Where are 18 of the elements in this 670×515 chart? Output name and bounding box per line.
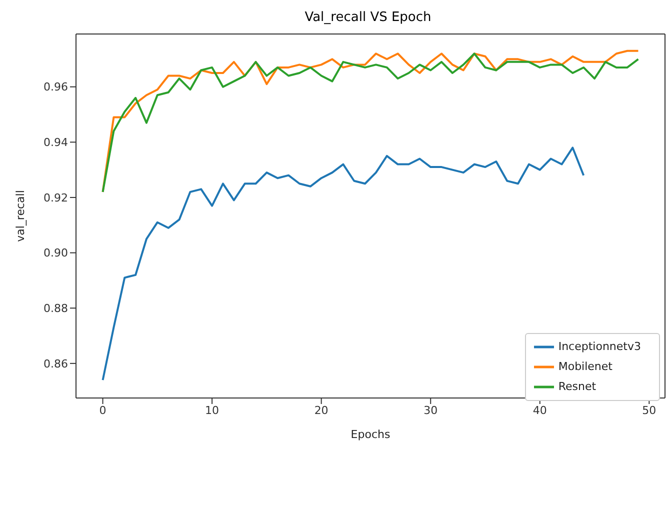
x-tick-label: 30 <box>424 404 438 417</box>
y-tick-label: 0.92 <box>44 191 68 204</box>
x-tick-label: 40 <box>532 404 547 417</box>
y-tick-label: 0.88 <box>44 302 68 316</box>
y-tick-label: 0.90 <box>44 246 68 260</box>
x-tick-label: 50 <box>642 404 656 417</box>
x-tick-label: 20 <box>314 404 328 417</box>
y-tick-label: 0.96 <box>44 80 68 94</box>
chart-title: Val_recall VS Epoch <box>304 10 432 25</box>
x-axis-title: Epochs <box>350 428 390 441</box>
x-tick-label: 0 <box>99 404 106 417</box>
legend-label: Inceptionnetv3 <box>558 340 641 354</box>
legend-label: Resnet <box>558 380 596 394</box>
legend-label: Mobilenet <box>558 360 612 374</box>
y-axis-title: val_recall <box>14 190 27 242</box>
x-tick-label: 10 <box>205 404 220 417</box>
y-tick-label: 0.86 <box>44 357 68 370</box>
y-tick-label: 0.94 <box>44 136 68 150</box>
